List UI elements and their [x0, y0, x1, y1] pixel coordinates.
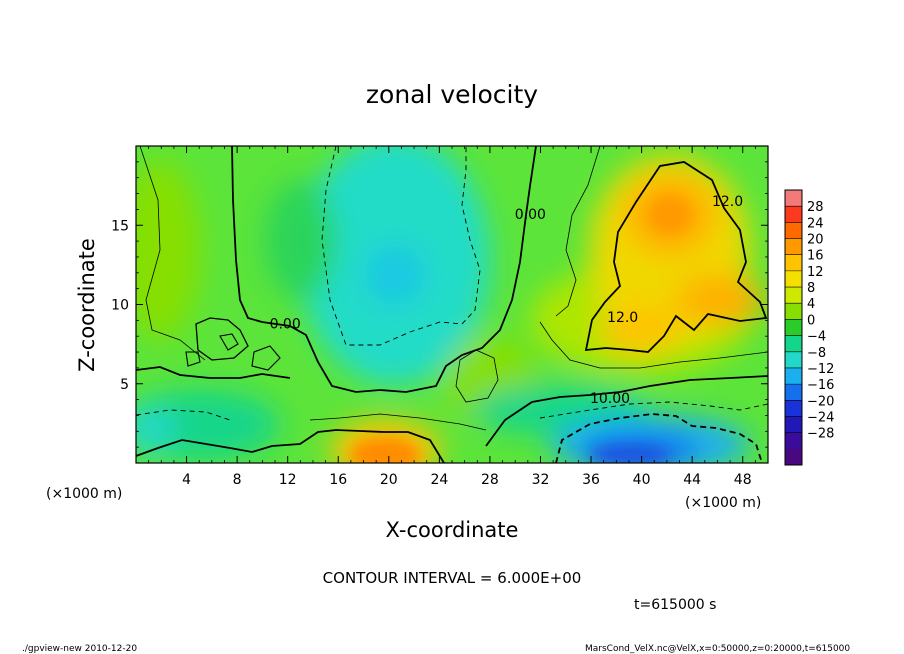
y-tick-label: 15 [111, 218, 129, 234]
x-unit-right: (×1000 m) [685, 495, 761, 511]
contour-label: 10.00 [590, 391, 630, 407]
colorbar-swatch [785, 335, 802, 353]
contour-label: 12.0 [607, 310, 638, 326]
colorbar-swatch [785, 351, 802, 369]
colorbar-swatch [785, 448, 802, 466]
colorbar-swatch [785, 319, 802, 336]
x-tick-label: 40 [633, 472, 651, 488]
colorbar-label: 4 [807, 297, 815, 312]
colorbar-label: 28 [807, 200, 824, 215]
colorbar-swatch [785, 270, 802, 288]
colorbar-swatch [785, 384, 802, 401]
x-tick-label: 4 [182, 472, 191, 488]
colorbar-swatch [785, 254, 802, 272]
colorbar-swatch [785, 400, 802, 417]
colorbar-label: −12 [807, 362, 834, 377]
colorbar-swatch [785, 416, 802, 434]
contour-labels: 12.0 0.00 12.0 0.00 10.00 [270, 194, 744, 407]
x-tick-label: 20 [380, 472, 398, 488]
colorbar-label: 16 [807, 249, 824, 264]
heatmap-field [136, 146, 768, 463]
colorbar-swatch [785, 303, 802, 320]
x-axis-ticks: 4 8 12 16 20 24 28 32 36 40 44 48 [148, 146, 756, 488]
time-label: t=615000 s [634, 597, 716, 613]
y-axis-ticks: 5 10 15 [111, 161, 768, 448]
colorbar-swatch [785, 238, 802, 256]
colorbar-label: 12 [807, 265, 824, 280]
y-tick-label: 5 [120, 377, 129, 393]
x-tick-label: 12 [279, 472, 297, 488]
contour-interval-text: CONTOUR INTERVAL = 6.000E+00 [323, 569, 582, 587]
y-axis-label: Z-coordinate [75, 238, 99, 372]
contour-lines [136, 146, 768, 463]
x-tick-label: 32 [532, 472, 550, 488]
colorbar-swatch [785, 367, 802, 385]
footer-left: ./gpview-new 2010-12-20 [22, 644, 137, 654]
colorbar-label: −16 [807, 378, 834, 393]
colorbar-label: −4 [807, 330, 826, 345]
colorbar-label: 20 [807, 233, 824, 248]
x-axis-label: X-coordinate [386, 518, 519, 542]
x-tick-label: 44 [683, 472, 701, 488]
colorbar-swatch [785, 432, 802, 450]
colorbar-label: 8 [807, 281, 815, 296]
colorbar-frame [784, 189, 803, 466]
colorbar-swatch [785, 222, 802, 239]
colorbar-label: −24 [807, 410, 834, 425]
colorbar-label: 24 [807, 216, 824, 231]
y-tick-label: 10 [111, 298, 129, 314]
chart-title: zonal velocity [366, 80, 538, 109]
footer-right: MarsCond_VelX.nc@VelX,x=0:50000,z=0:2000… [585, 644, 850, 654]
colorbar-label: −20 [807, 394, 834, 409]
x-tick-label: 16 [329, 472, 347, 488]
contour-label: 12.0 [712, 194, 743, 210]
colorbar-label: 0 [807, 313, 815, 328]
x-tick-label: 28 [481, 472, 499, 488]
colorbar-label: −28 [807, 427, 834, 442]
x-tick-label: 36 [582, 472, 600, 488]
colorbar-label: −8 [807, 346, 826, 361]
x-tick-label: 48 [734, 472, 752, 488]
colorbar-swatch [785, 287, 802, 304]
colorbar-swatch [785, 206, 802, 223]
contour-label: 0.00 [515, 207, 546, 223]
colorbar-swatch [785, 190, 802, 207]
x-unit-left: (×1000 m) [46, 486, 122, 502]
x-tick-label: 24 [430, 472, 448, 488]
contour-label: 0.00 [270, 316, 301, 332]
x-tick-label: 8 [233, 472, 242, 488]
